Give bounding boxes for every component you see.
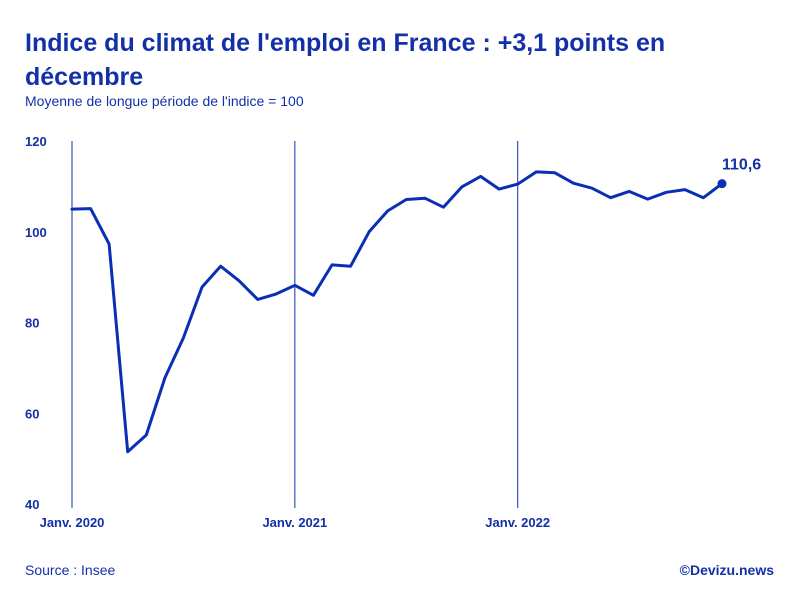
- series-group: [70, 170, 724, 454]
- y-tick-label: 100: [25, 225, 47, 240]
- series-line: [70, 170, 724, 454]
- end-point-marker: [717, 179, 727, 189]
- x-tick-label: Janv. 2020: [40, 515, 105, 530]
- y-axis: 40 60 80 100 120: [25, 134, 47, 512]
- source-note: Source : Insee: [25, 562, 116, 578]
- chart-title: Indice du climat de l'emploi en France :…: [25, 29, 666, 91]
- x-axis: Janv. 2020 Janv. 2021 Janv. 2022: [40, 515, 551, 530]
- credit-note: ©Devizu.news: [679, 562, 774, 578]
- x-tick-label: Janv. 2021: [262, 515, 327, 530]
- y-tick-label: 120: [25, 134, 47, 149]
- end-value-label: 110,6: [722, 157, 761, 174]
- y-tick-label: 40: [25, 497, 39, 512]
- y-tick-label: 80: [25, 316, 39, 331]
- annotations: 110,6: [717, 157, 761, 189]
- y-tick-label: 60: [25, 406, 39, 421]
- grid-lines: [71, 141, 519, 508]
- chart-subtitle: Moyenne de longue période de l'indice = …: [25, 93, 304, 109]
- x-tick-label: Janv. 2022: [485, 515, 550, 530]
